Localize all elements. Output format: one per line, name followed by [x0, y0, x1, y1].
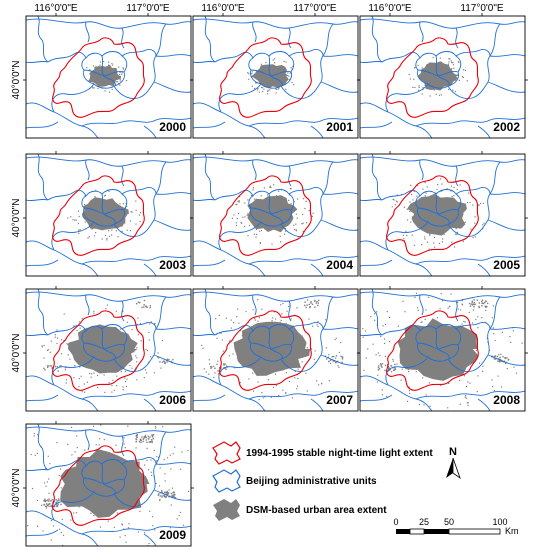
- scale-tick-25: 25: [419, 517, 429, 527]
- legend-item-night-light: 1994-1995 stable night-time light extent: [212, 441, 433, 465]
- lon-label-left: 116°0'0"E: [34, 3, 78, 14]
- year-label-2007: 2007: [326, 393, 353, 407]
- map-panel-2003: 2003 40°0'0"N: [11, 151, 194, 277]
- map-panel-2006: 2006 40°0'0"N: [11, 286, 194, 412]
- legend-swatch-urban: [213, 499, 240, 521]
- lat-label: 40°0'0"N: [11, 61, 22, 100]
- map-panel-2007: 2007: [190, 286, 361, 412]
- lat-label: 40°0'0"N: [11, 199, 22, 238]
- north-arrow: N: [446, 446, 461, 480]
- lon-label-right: 117°0'0"E: [460, 3, 504, 14]
- urban-area-2005: [407, 193, 467, 236]
- year-label-2001: 2001: [326, 120, 353, 134]
- map-panel-2001: 2001 116°0'0"E 117°0'0"E: [190, 3, 361, 139]
- year-label-2002: 2002: [493, 120, 520, 134]
- map-panel-2000: 2000 116°0'0"E 117°0'0"E 40°0'0"N: [11, 3, 194, 139]
- year-label-2003: 2003: [159, 258, 186, 272]
- year-label-2009: 2009: [159, 528, 186, 542]
- legend-item-admin: Beijing administrative units: [212, 469, 377, 493]
- year-label-2005: 2005: [493, 258, 520, 272]
- year-label-2006: 2006: [159, 393, 186, 407]
- legend-item-urban: DSM-based urban area extent: [213, 499, 387, 521]
- lon-label-right: 117°0'0"E: [126, 3, 170, 14]
- lat-label: 40°0'0"N: [11, 334, 22, 373]
- lat-label: 40°0'0"N: [11, 469, 22, 508]
- legend-swatch-night-light: [212, 441, 241, 465]
- scale-unit: Km: [505, 526, 519, 536]
- map-panel-2005: 2005: [357, 151, 528, 277]
- map-panel-2004: 2004: [190, 151, 361, 277]
- year-label-2000: 2000: [159, 120, 186, 134]
- scale-tick-100: 100: [492, 517, 507, 527]
- scale-tick-50: 50: [444, 517, 454, 527]
- north-arrow-icon: [446, 458, 453, 478]
- scale-bar: 0 25 50 100 Km: [393, 517, 518, 536]
- scale-tick-0: 0: [393, 517, 398, 527]
- north-label: N: [449, 446, 457, 458]
- map-panel-2008: 2008: [357, 286, 528, 412]
- legend-swatch-admin: [212, 469, 241, 493]
- legend-label-admin: Beijing administrative units: [246, 476, 377, 487]
- map-panel-2009: 2009 40°0'0"N: [11, 421, 194, 547]
- lon-label-right: 117°0'0"E: [293, 3, 337, 14]
- year-label-2008: 2008: [493, 393, 520, 407]
- lon-label-left: 116°0'0"E: [201, 3, 245, 14]
- lon-label-left: 116°0'0"E: [368, 3, 412, 14]
- legend-label-night-light: 1994-1995 stable night-time light extent: [246, 448, 433, 459]
- map-panel-2002: 2002 116°0'0"E 117°0'0"E: [357, 3, 528, 139]
- legend-label-urban: DSM-based urban area extent: [246, 505, 387, 516]
- year-label-2004: 2004: [326, 258, 353, 272]
- legend: 1994-1995 stable night-time light extent…: [212, 441, 433, 521]
